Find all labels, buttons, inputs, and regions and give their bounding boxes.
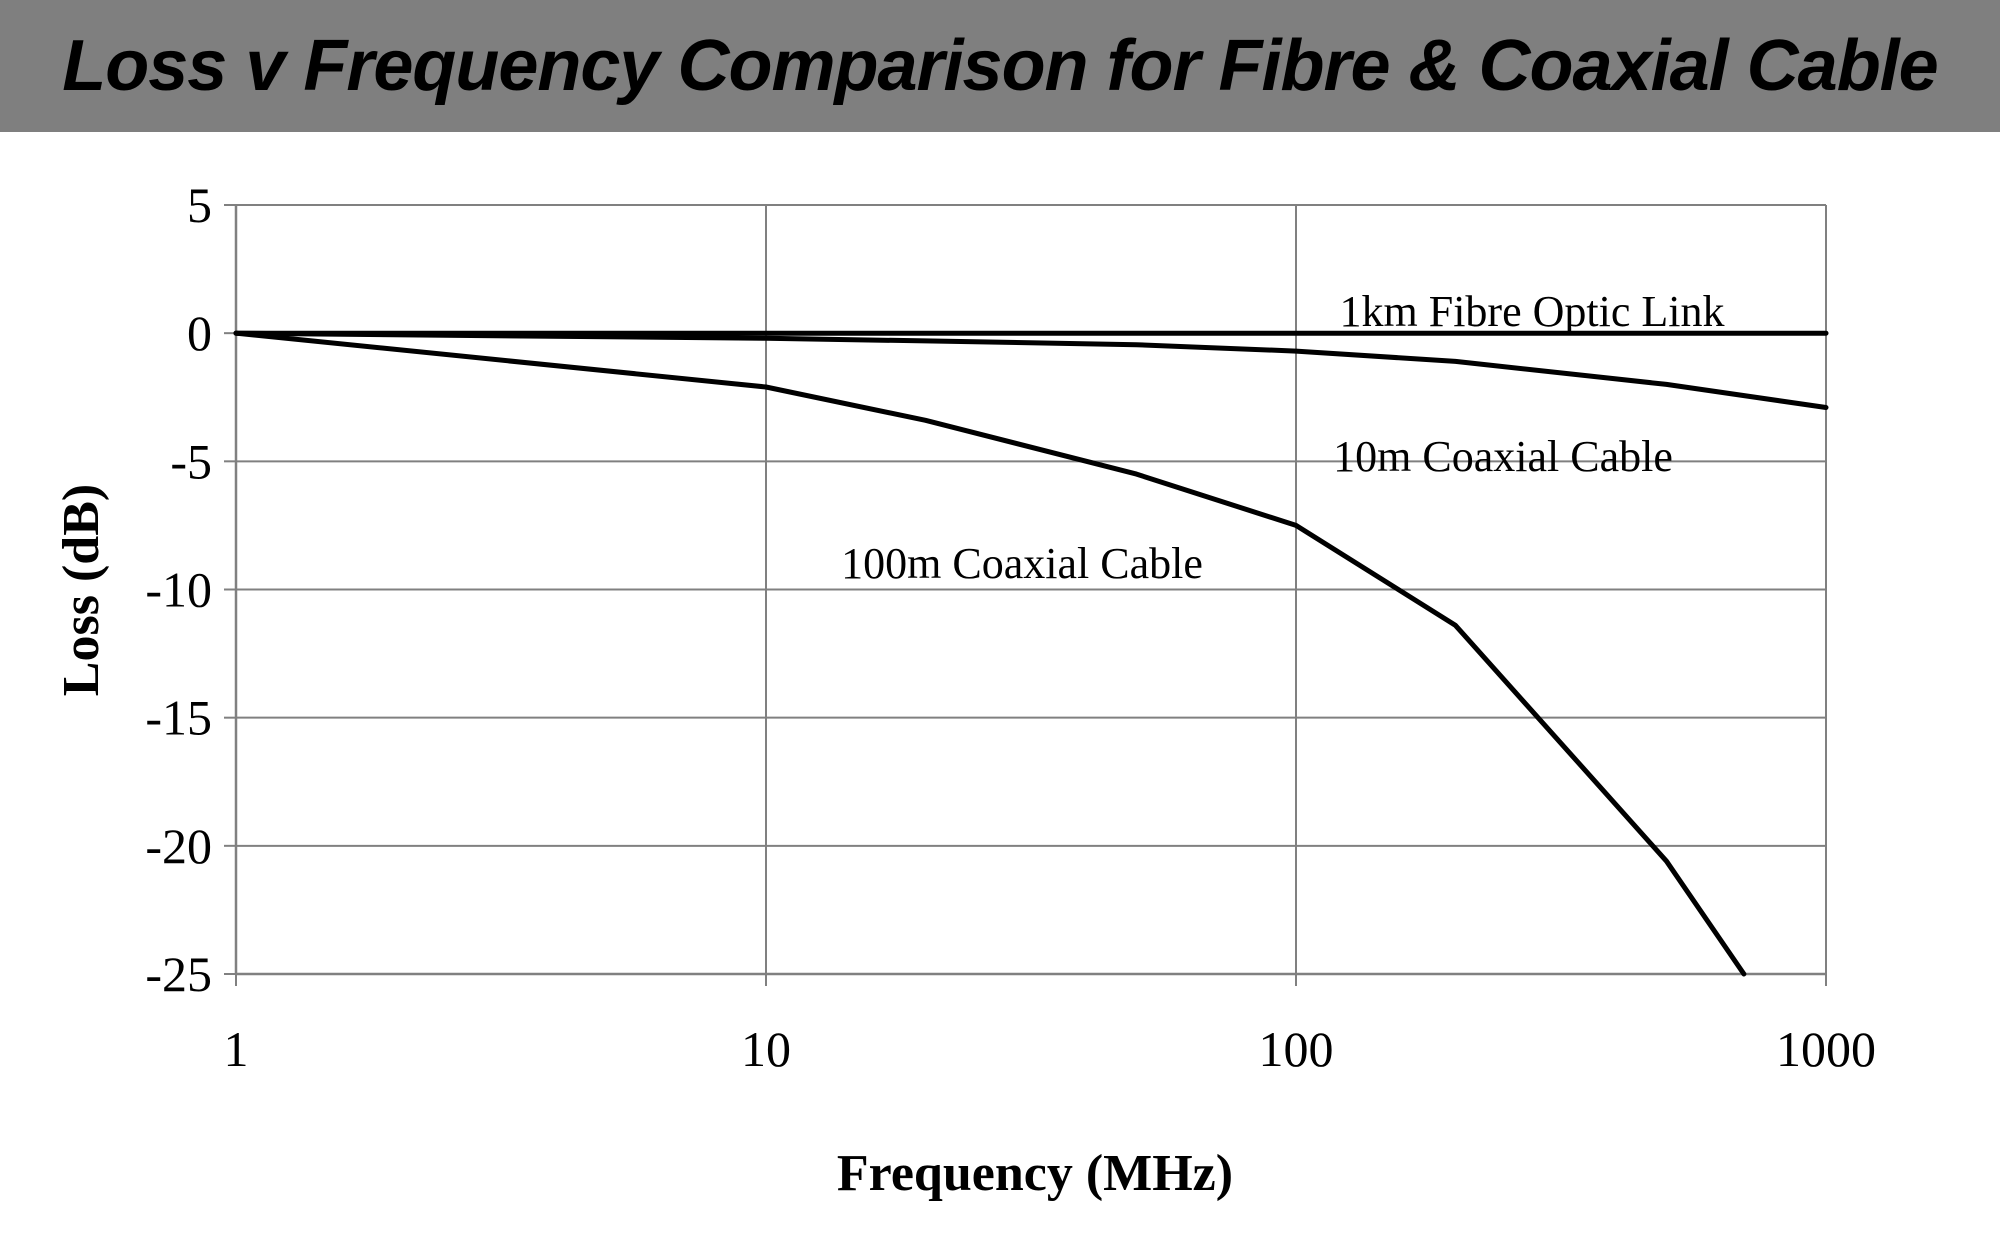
y-tick-label: -5 [170, 433, 212, 489]
series-label-100m-coax: 100m Coaxial Cable [841, 539, 1203, 588]
series-label-fibre: 1km Fibre Optic Link [1340, 287, 1725, 336]
y-tick-label: -20 [145, 818, 212, 874]
title-bar: Loss v Frequency Comparison for Fibre & … [0, 0, 2000, 132]
y-tick-label: -10 [145, 562, 212, 618]
labels: 5 0 -5 -10 -15 -20 -251 10 100 1000 1km Fibre Opti… [53, 177, 1876, 1202]
chart-title: Loss v Frequency Comparison for Fibre & … [62, 26, 1938, 106]
series-lines [233, 330, 1829, 977]
y-axis-title: Loss (dB) [53, 484, 110, 696]
x-tick-label: 10 [741, 1021, 791, 1077]
x-tick-label: 1000 [1776, 1021, 1876, 1077]
x-tick-label: 100 [1259, 1021, 1334, 1077]
series-line-10m-coax [233, 330, 1829, 410]
x-axis-title: Frequency (MHz) [837, 1145, 1233, 1202]
y-tick-label: -15 [145, 690, 212, 746]
series-line-100m-coax [233, 330, 1747, 977]
y-tick-label: 5 [187, 177, 212, 233]
y-tick-label: -25 [145, 946, 212, 1002]
x-tick-label: 1 [224, 1021, 249, 1077]
y-tick-label: 0 [187, 305, 212, 361]
series-label-10m-coax: 10m Coaxial Cable [1333, 432, 1673, 481]
